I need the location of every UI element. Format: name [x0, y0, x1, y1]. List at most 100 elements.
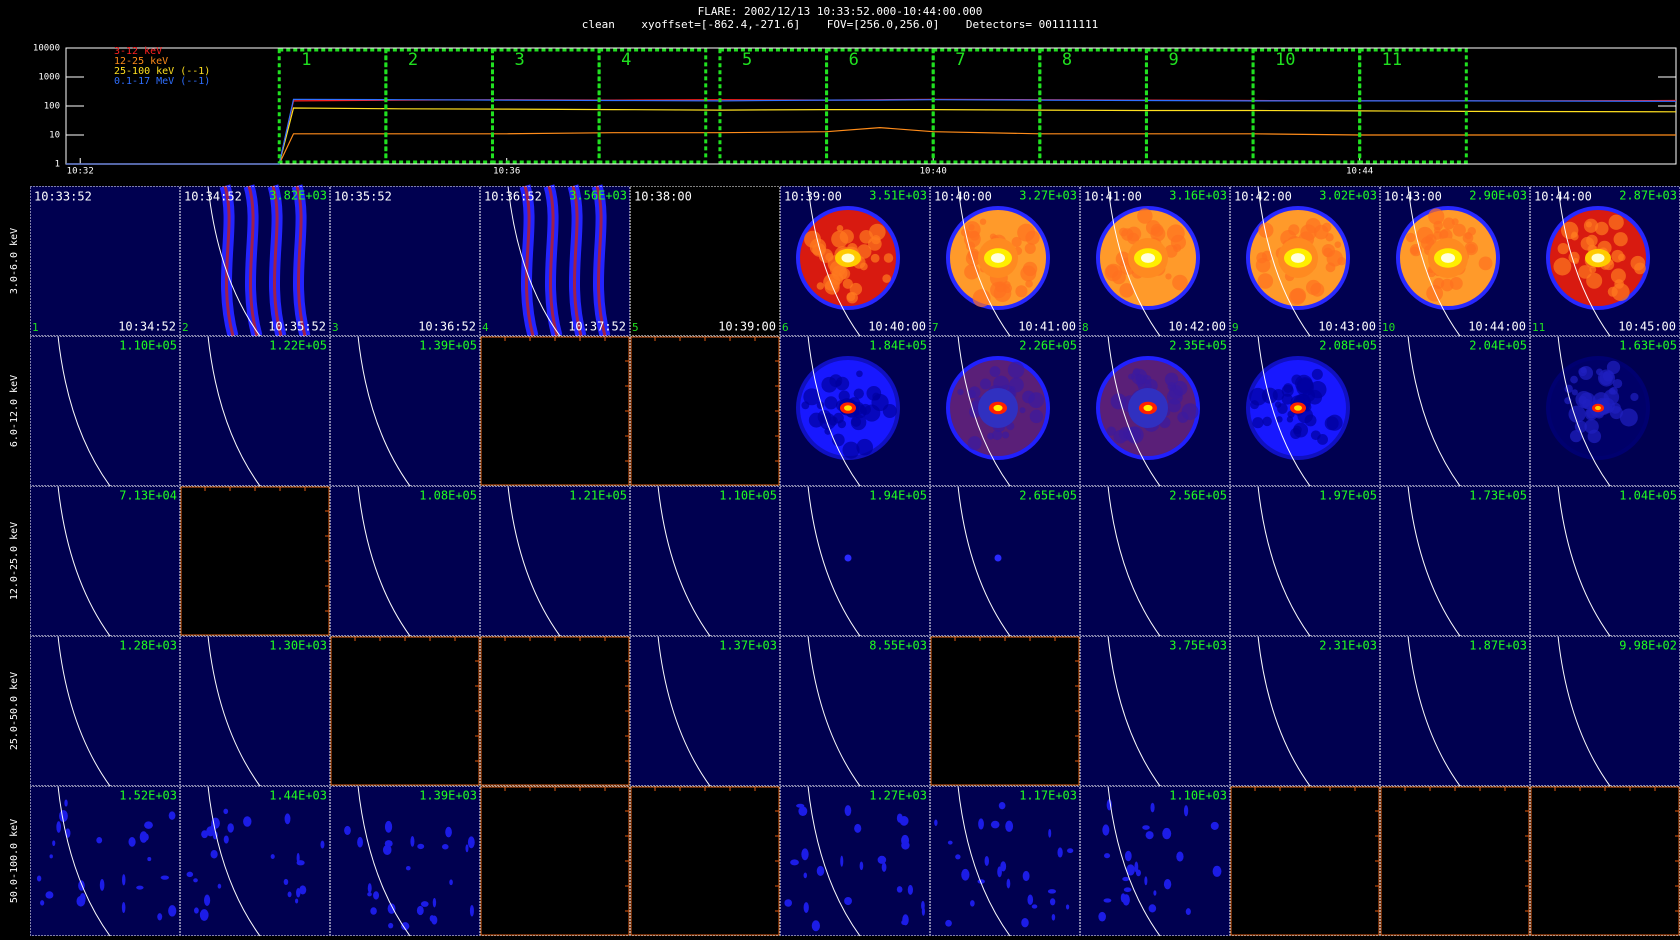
noise-blob — [441, 844, 449, 850]
image-cell: 1.17E+03 — [930, 785, 1080, 937]
disk-mottle — [1007, 361, 1025, 379]
disk-mottle — [856, 370, 863, 378]
interval-number: 1 — [301, 50, 311, 70]
image-cell: 1.22E+05 — [180, 335, 330, 487]
limb — [1407, 635, 1461, 787]
cell-background — [330, 786, 480, 936]
legend-entry: 0.1-17 MeV (--1) — [114, 76, 210, 87]
peak-label: 1.30E+03 — [269, 639, 327, 653]
disk-mottle — [836, 225, 844, 232]
cell-background — [1230, 486, 1380, 636]
disk-mottle — [1433, 277, 1445, 289]
cell-border — [930, 186, 1080, 336]
peak-label: 1.52E+03 — [119, 789, 177, 803]
interval-box — [597, 48, 708, 164]
peak-label: 1.39E+03 — [419, 789, 477, 803]
disk-mottle — [1611, 283, 1630, 302]
image-cell — [630, 336, 780, 486]
disk-mottle — [816, 282, 825, 290]
limb — [507, 185, 561, 337]
noise-blob — [1144, 876, 1148, 886]
noise-blob — [204, 894, 211, 906]
limb — [657, 635, 711, 787]
disk-mottle — [1300, 224, 1317, 241]
peak-label: 9.98E+02 — [1619, 639, 1677, 653]
disk-mottle — [1586, 272, 1603, 289]
streak-core — [595, 185, 607, 337]
image-cell: 8.55E+03 — [780, 635, 930, 787]
disk-mottle — [1288, 288, 1306, 305]
peak-label: 1.39E+05 — [419, 339, 477, 353]
limb — [1107, 185, 1161, 337]
cell-border — [480, 786, 630, 936]
disk-mottle — [1618, 253, 1626, 262]
disk-mottle — [1337, 256, 1346, 266]
disk-mottle — [824, 396, 838, 410]
cell-border — [780, 336, 930, 486]
x-tick-label: 10:32 — [67, 167, 94, 177]
noise-blob — [1120, 893, 1126, 903]
noise-blob — [49, 854, 53, 859]
noise-blob — [160, 875, 169, 880]
image-cell: 1.44E+03 — [180, 785, 330, 937]
disk-mottle — [871, 235, 881, 245]
disk-mottle — [1255, 257, 1271, 273]
interval-index: 10 — [1382, 321, 1395, 334]
noise-blob — [344, 825, 351, 835]
limb — [957, 485, 1011, 637]
noise-blob — [367, 883, 372, 894]
noise-blob — [388, 922, 394, 929]
cell-background — [930, 636, 1080, 786]
image-cell: 3.82E+03 10:34:52 10:35:52 2 — [180, 184, 330, 338]
disk-mottle — [882, 274, 892, 283]
disk-mottle — [989, 366, 1001, 377]
interval-number: 8 — [1062, 50, 1072, 70]
noise-blob — [56, 821, 62, 833]
disk-mottle — [1119, 283, 1134, 298]
end-time: 10:35:52 — [268, 320, 326, 334]
end-time: 10:40:00 — [868, 320, 926, 334]
noise-blob — [844, 805, 852, 817]
limb — [357, 785, 411, 937]
noise-blob — [206, 826, 215, 837]
disk-mottle — [837, 419, 847, 429]
subtitle: clean xyoffset=[-862.4,-271.6] FOV=[256.… — [582, 18, 1099, 31]
disk-mottle — [1293, 425, 1302, 435]
cell-border — [30, 336, 180, 486]
streak-core — [247, 185, 259, 337]
disk-mottle — [1025, 230, 1040, 245]
disk-mottle — [842, 278, 853, 289]
peak-label: 2.31E+03 — [1319, 639, 1377, 653]
limb — [57, 785, 111, 937]
cell-border — [1080, 636, 1230, 786]
peak-label: 1.04E+05 — [1619, 489, 1677, 503]
noise-blob — [270, 854, 275, 860]
image-cell: 2.90E+03 10:43:00 10:44:00 10 — [1380, 185, 1530, 337]
band-label: 6.0-12.0 keV — [9, 375, 20, 447]
disk-mottle — [1172, 380, 1188, 396]
source-peak — [1143, 404, 1153, 412]
disk-mottle — [980, 378, 991, 390]
noise-blob — [1123, 887, 1132, 893]
interval-number: 3 — [514, 50, 524, 70]
image-cell — [480, 786, 630, 936]
image-cell — [1230, 786, 1380, 936]
limb — [957, 185, 1011, 337]
noise-blob — [420, 901, 429, 907]
noise-blob — [320, 840, 325, 849]
image-cell: 1.39E+03 — [330, 785, 480, 937]
interval-index: 9 — [1232, 321, 1239, 334]
cell-border — [1230, 486, 1380, 636]
peak-label: 1.84E+05 — [869, 339, 927, 353]
image-cell: 1.97E+05 — [1230, 485, 1380, 637]
image-cell — [630, 786, 780, 936]
peak-label: 3.02E+03 — [1319, 189, 1377, 203]
peak-label: 1.17E+03 — [1019, 789, 1077, 803]
noise-blob — [1000, 861, 1007, 872]
disk-mottle — [1137, 208, 1153, 224]
cell-border — [1080, 786, 1230, 936]
peak-label: 2.90E+03 — [1469, 189, 1527, 203]
disk-mottle — [1310, 282, 1325, 297]
cell-border — [30, 636, 180, 786]
